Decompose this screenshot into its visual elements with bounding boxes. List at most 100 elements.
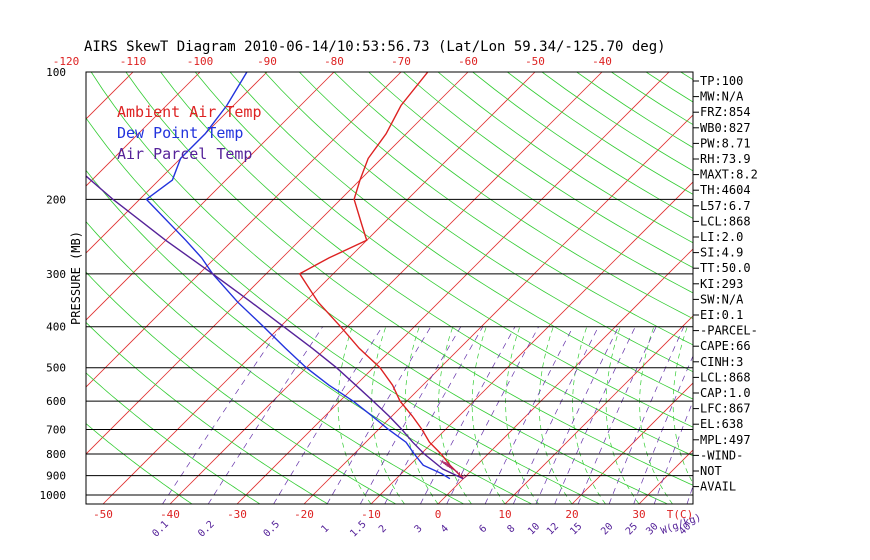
isotherm-line bbox=[86, 72, 335, 321]
bottom-temp-tick-label: 20 bbox=[565, 508, 578, 521]
pressure-tick-label: 900 bbox=[46, 470, 66, 483]
moist-adiabat-line bbox=[438, 326, 472, 504]
isotherm-line bbox=[437, 248, 693, 504]
stat-label: MW:N/A bbox=[700, 90, 744, 104]
bottom-temp-tick-label: 0 bbox=[435, 508, 442, 521]
stat-label: MPL:497 bbox=[700, 433, 751, 447]
mixing-ratio-line bbox=[554, 326, 636, 504]
stat-label: SI:4.9 bbox=[700, 246, 743, 260]
dry-adiabat-line bbox=[125, 72, 693, 486]
moist-adiabat-line bbox=[572, 326, 606, 504]
bottom-temp-tick-label: -20 bbox=[294, 508, 314, 521]
pressure-tick-label: 500 bbox=[46, 362, 66, 375]
mixing-ratio-line bbox=[384, 326, 484, 504]
pressure-tick-label: 1000 bbox=[40, 489, 67, 502]
dry-adiabat-line bbox=[90, 72, 668, 504]
dry-adiabat-line bbox=[86, 321, 329, 504]
mixing-ratio-label: 3 bbox=[413, 523, 425, 535]
mixing-ratio-line bbox=[484, 326, 574, 504]
stat-label: AVAIL bbox=[700, 480, 736, 494]
bottom-temp-tick-label: 30 bbox=[632, 508, 645, 521]
stat-label: CAP:1.0 bbox=[700, 386, 751, 400]
stat-label: TP:100 bbox=[700, 74, 743, 88]
bottom-temp-tick-label: -40 bbox=[160, 508, 180, 521]
top-temp-tick-label: -50 bbox=[525, 55, 545, 68]
plot-frame bbox=[85, 71, 694, 505]
bottom-temp-tick-label: -50 bbox=[93, 508, 113, 521]
mixing-ratio-label: 4 bbox=[439, 523, 451, 535]
mixing-ratio-line bbox=[535, 326, 619, 504]
stat-label: CINH:3 bbox=[700, 355, 743, 369]
series-layer bbox=[86, 72, 468, 480]
mixing-ratio-label: 0.2 bbox=[196, 519, 217, 540]
stat-label: LCL:868 bbox=[700, 370, 751, 384]
mixing-ratio-label: 10 bbox=[526, 521, 542, 537]
stat-label: MAXT:8.2 bbox=[700, 168, 758, 182]
isotherm-line bbox=[303, 114, 693, 504]
isotherm-line bbox=[102, 72, 536, 504]
isotherm-line bbox=[773, 0, 870, 504]
legend-entry: Dew Point Temp bbox=[117, 124, 243, 142]
moist-adiabat-line bbox=[371, 326, 405, 504]
stat-label: RH:73.9 bbox=[700, 152, 751, 166]
mixing-ratio-label: 15 bbox=[568, 521, 584, 537]
isotherm-line bbox=[236, 72, 670, 504]
bottom-temp-tick-label: -10 bbox=[361, 508, 381, 521]
isotherm-line bbox=[504, 315, 693, 504]
stat-label: EL:638 bbox=[700, 417, 743, 431]
stat-label: TH:4604 bbox=[700, 183, 751, 197]
legend-entry: Air Parcel Temp bbox=[117, 145, 252, 163]
cape-hatch-line bbox=[456, 470, 459, 475]
dry-adiabat-line bbox=[507, 72, 693, 195]
top-temp-tick-label: -60 bbox=[458, 55, 478, 68]
x-axis-label: T(C) bbox=[667, 508, 694, 521]
mixing-ratio-line bbox=[577, 326, 657, 504]
pressure-tick-label: 200 bbox=[46, 193, 66, 206]
mixing-ratio-label: 2 bbox=[377, 523, 389, 535]
moist-adiabat-line bbox=[672, 326, 693, 485]
stat-label: LFC:867 bbox=[700, 402, 751, 416]
top-temp-tick-label: -70 bbox=[391, 55, 411, 68]
dry-adiabat-line bbox=[194, 72, 693, 428]
isotherm-line bbox=[86, 72, 402, 388]
dry-adiabat-line bbox=[645, 72, 693, 103]
y-axis-label: PRESSURE (MB) bbox=[69, 231, 83, 325]
dry-adiabat-line bbox=[264, 72, 693, 373]
isotherm-line bbox=[370, 181, 693, 504]
grid-layer bbox=[0, 0, 870, 504]
mixing-ratio-label: 1 bbox=[319, 523, 331, 535]
stat-label: KI:293 bbox=[700, 277, 743, 291]
dry-adiabat-line bbox=[368, 72, 693, 294]
stat-label: -WIND- bbox=[700, 448, 743, 462]
stat-label: TT:50.0 bbox=[700, 261, 751, 275]
mixing-ratio-label: 0.1 bbox=[150, 519, 171, 540]
dry-adiabat-line bbox=[86, 117, 600, 504]
top-temp-tick-label: -100 bbox=[187, 55, 214, 68]
cape-hatch-line bbox=[439, 460, 449, 465]
dry-adiabat-line bbox=[299, 72, 693, 346]
chart-title: AIRS SkewT Diagram 2010-06-14/10:53:56.7… bbox=[84, 39, 666, 55]
dry-adiabat-line bbox=[229, 72, 693, 400]
moist-adiabat-line bbox=[605, 326, 640, 504]
isotherm-line bbox=[638, 449, 693, 504]
mixing-ratio-label: 0.5 bbox=[262, 519, 283, 540]
pressure-tick-label: 100 bbox=[46, 66, 66, 79]
dry-adiabat-line bbox=[403, 72, 693, 269]
mixing-ratio-line bbox=[326, 326, 432, 504]
moist-adiabat-line bbox=[538, 326, 573, 504]
moist-adiabat-line bbox=[639, 326, 673, 504]
mixing-ratio-line bbox=[633, 355, 693, 504]
mixing-ratio-label: 12 bbox=[545, 521, 561, 537]
stat-label: WB0:827 bbox=[700, 121, 751, 135]
moist-adiabat-line bbox=[337, 326, 372, 504]
stat-label: LI:2.0 bbox=[700, 230, 743, 244]
stat-label: LCL:868 bbox=[700, 214, 751, 228]
isotherm-line bbox=[840, 0, 870, 504]
pressure-tick-label: 300 bbox=[46, 268, 66, 281]
pressure-tick-label: 800 bbox=[46, 448, 66, 461]
isotherm-line bbox=[0, 0, 300, 504]
cape-hatch-line bbox=[446, 465, 454, 470]
cape-hatch-line bbox=[443, 462, 452, 467]
pressure-tick-label: 600 bbox=[46, 395, 66, 408]
